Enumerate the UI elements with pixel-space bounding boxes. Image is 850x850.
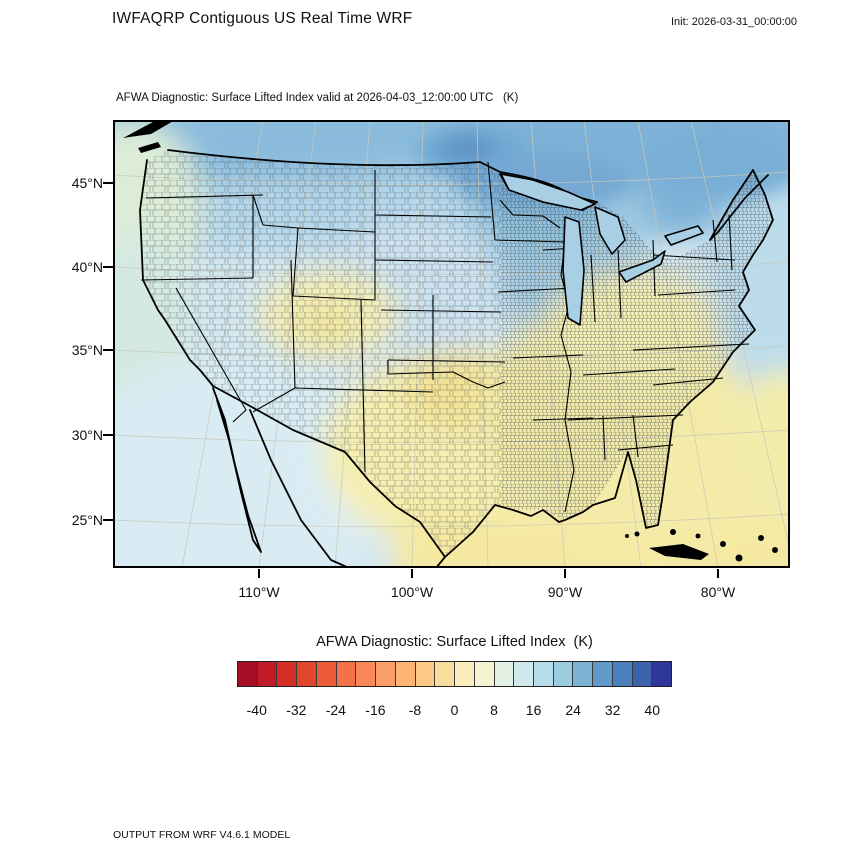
page-title: IWFAQRP Contiguous US Real Time WRF: [112, 10, 413, 27]
colorbar-segment: [612, 662, 633, 686]
colorbar-segment: [455, 662, 475, 686]
colorbar-title: AFWA Diagnostic: Surface Lifted Index (K…: [316, 634, 593, 650]
lon-tick-mark: [564, 569, 566, 578]
colorbar-tick-label: -16: [365, 702, 386, 718]
colorbar: [237, 661, 672, 687]
lon-tick-label: 80°W: [700, 584, 736, 600]
colorbar-segment: [336, 662, 357, 686]
lat-tick-mark: [103, 182, 113, 184]
colorbar-segment: [474, 662, 495, 686]
state-boundaries: [140, 161, 750, 513]
model-info-line1: OUTPUT FROM WRF V4.6.1 MODEL: [113, 829, 291, 841]
islands: [123, 120, 778, 562]
colorbar-segment: [652, 662, 672, 686]
lon-tick-label: 90°W: [547, 584, 583, 600]
colorbar-segment: [356, 662, 377, 686]
colorbar-segment: [415, 662, 436, 686]
init-timestamp: Init: 2026-03-31_00:00:00: [671, 16, 797, 28]
colorbar-tick-label: 24: [565, 702, 581, 718]
lat-tick-mark: [103, 519, 113, 521]
lon-tick-label: 110°W: [238, 584, 280, 600]
colorbar-segment: [494, 662, 515, 686]
colorbar-tick-label: 32: [604, 702, 621, 718]
lat-tick-mark: [103, 434, 113, 436]
model-info: OUTPUT FROM WRF V4.6.1 MODEL WE = 580 ; …: [113, 803, 526, 850]
colorbar-segment: [553, 662, 574, 686]
map-canvas: [63, 80, 843, 600]
lon-tick-mark: [717, 569, 719, 578]
colorbar-segment: [277, 662, 298, 686]
colorbar-segment: [395, 662, 416, 686]
great-lakes: [500, 173, 704, 326]
colorbar-tick-label: -8: [408, 702, 422, 718]
colorbar-tick-label: -24: [325, 702, 346, 718]
lat-tick-mark: [103, 349, 113, 351]
colorbar-segment: [435, 662, 456, 686]
colorbar-segment: [534, 662, 554, 686]
colorbar-segment: [514, 662, 535, 686]
lat-tick-label: 35°N: [71, 342, 103, 358]
colorbar-tick-label: 8: [490, 702, 498, 718]
lat-tick-label: 40°N: [71, 259, 103, 275]
lat-tick-label: 45°N: [71, 175, 103, 191]
colorbar-tick-label: 16: [525, 702, 542, 718]
coastlines: [139, 149, 774, 569]
colorbar-tick-label: 40: [644, 702, 660, 718]
map-border: [113, 120, 790, 568]
colorbar-tick-label: -40: [246, 702, 267, 718]
us-map-svg: [63, 80, 843, 600]
colorbar-tick-label: -32: [286, 702, 307, 718]
colorbar-segment: [316, 662, 337, 686]
colorbar-segment: [632, 662, 653, 686]
colorbar-segment: [573, 662, 594, 686]
lon-tick-mark: [411, 569, 413, 578]
lon-tick-label: 100°W: [390, 584, 434, 600]
colorbar-segment: [297, 662, 317, 686]
colorbar-segment: [257, 662, 278, 686]
colorbar-segment: [376, 662, 396, 686]
lat-tick-label: 25°N: [71, 512, 103, 528]
lon-tick-mark: [258, 569, 260, 578]
lat-tick-mark: [103, 266, 113, 268]
lat-tick-label: 30°N: [71, 427, 103, 443]
colorbar-tick-label: 0: [450, 702, 459, 718]
map-subtitle: AFWA Diagnostic: Surface Lifted Index va…: [116, 92, 519, 104]
colorbar-segment: [593, 662, 613, 686]
colorbar-segment: [238, 662, 258, 686]
